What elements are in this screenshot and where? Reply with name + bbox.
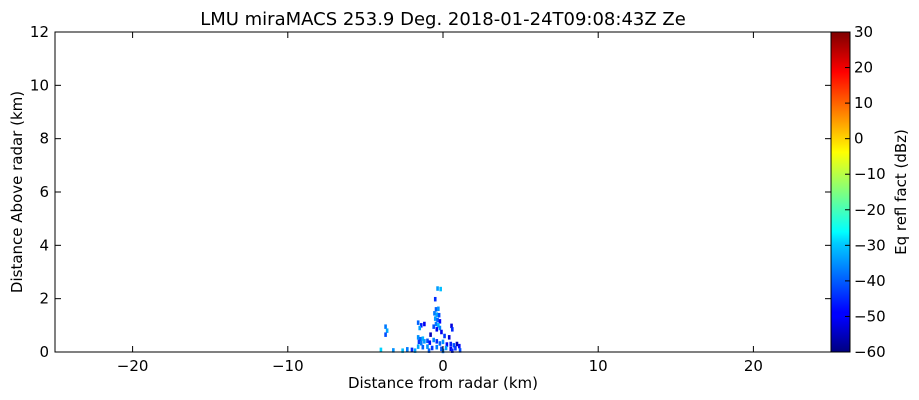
echo-cell	[440, 329, 443, 335]
echo-cell	[433, 311, 436, 316]
echo-cell	[434, 307, 438, 312]
echo-cell	[458, 348, 462, 353]
echo-cell	[384, 324, 387, 329]
echo-cell	[392, 348, 395, 353]
colorbar-tick-label: −30	[854, 236, 886, 254]
echo-cell	[454, 346, 457, 351]
echo-cell	[421, 344, 425, 350]
colorbar-tick-label: −50	[854, 307, 886, 325]
echo-cell	[455, 341, 459, 347]
echo-cell	[426, 344, 429, 349]
colorbar-label: Eq refl fact (dBz)	[892, 129, 910, 255]
echo-cell	[432, 324, 435, 329]
echo-cell	[419, 340, 423, 346]
y-tick-label: 12	[30, 23, 49, 41]
echo-cell	[438, 325, 442, 331]
echo-cell	[426, 338, 429, 344]
colorbar-tick-label: 20	[854, 59, 873, 77]
echo-cell	[432, 337, 435, 343]
echo-cell	[444, 345, 448, 351]
echo-cell	[436, 286, 439, 291]
echo-cell	[440, 346, 443, 352]
chart-title: LMU miraMACS 253.9 Deg. 2018-01-24T09:08…	[200, 9, 686, 30]
echo-cell	[443, 333, 446, 339]
echo-cell	[436, 317, 439, 323]
echo-cell	[451, 327, 454, 332]
echo-cell	[438, 341, 442, 346]
x-tick-label: 0	[438, 357, 448, 375]
x-axis: −20 −10 0 10 20	[117, 32, 763, 375]
y-tick-label: 0	[39, 343, 49, 361]
echo-cell	[423, 339, 426, 344]
echo-cell	[379, 347, 383, 353]
echo-cell	[421, 336, 425, 341]
echo-cell	[450, 323, 453, 329]
y-tick-label: 6	[39, 183, 49, 201]
x-axis-label: Distance from radar (km)	[348, 374, 538, 392]
echo-cell	[449, 341, 453, 347]
echo-cell	[435, 312, 439, 317]
y-axis: 0 2 4 6 8 10 12	[30, 23, 831, 361]
echo-cell	[427, 348, 431, 353]
echo-cell	[430, 345, 434, 351]
colorbar: 30 20 10 0 −10 −20 −30 −40 −50 −60 Eq refl fact (…	[830, 23, 910, 361]
echo-cell	[433, 316, 437, 321]
colorbar-ticks: 30 20 10 0 −10 −20 −30 −40 −50 −60	[845, 23, 886, 361]
echo-cell	[449, 346, 453, 352]
x-tick-label: 20	[744, 357, 763, 375]
colorbar-tick-label: −10	[854, 165, 886, 183]
echo-cell	[419, 323, 423, 328]
y-tick-label: 2	[39, 290, 49, 308]
plot-area	[54, 31, 832, 354]
colorbar-tick-label: 0	[854, 130, 864, 148]
echo-cell	[416, 344, 420, 349]
echo-cell	[419, 336, 422, 342]
echo-cell	[385, 328, 389, 333]
echo-cell	[433, 296, 437, 302]
echo-cell	[445, 342, 449, 347]
echo-cell	[418, 325, 422, 331]
colorbar-gradient	[830, 31, 851, 353]
echo-cell	[417, 339, 421, 345]
y-tick-label: 10	[30, 76, 49, 94]
x-tick-label: 10	[589, 357, 608, 375]
echo-cell	[457, 343, 461, 349]
colorbar-tick-label: 10	[854, 94, 873, 112]
x-tick-label: −10	[272, 357, 304, 375]
echo-cell	[434, 321, 438, 327]
echo-cell	[439, 286, 442, 292]
echo-cell	[429, 332, 432, 337]
echo-cell	[428, 340, 432, 345]
echo-cell	[437, 323, 440, 328]
plot-frame	[55, 32, 831, 352]
echo-cell	[410, 347, 414, 353]
echo-cell	[406, 347, 409, 352]
echo-cell	[451, 348, 454, 353]
echo-cell	[416, 335, 420, 340]
echo-layer	[379, 286, 462, 354]
y-tick-label: 8	[39, 130, 49, 148]
colorbar-tick-label: −20	[854, 201, 886, 219]
echo-cell	[413, 348, 417, 353]
colorbar-tick-label: −60	[854, 343, 886, 361]
echo-cell	[435, 344, 439, 350]
y-axis-label: Distance Above radar (km)	[8, 91, 26, 293]
echo-cell	[437, 306, 440, 312]
echo-cell	[438, 319, 442, 324]
echo-cell	[447, 335, 451, 340]
echo-cell	[423, 321, 426, 327]
echo-cell	[384, 332, 387, 337]
echo-cell	[401, 348, 404, 353]
echo-cell	[435, 339, 439, 344]
echo-cell	[437, 312, 441, 318]
y-tick-label: 4	[39, 236, 49, 254]
echo-cell	[441, 339, 445, 345]
echo-cell	[416, 320, 420, 325]
echo-cell	[435, 327, 439, 332]
x-tick-label: −20	[117, 357, 149, 375]
colorbar-tick-label: 30	[854, 23, 873, 41]
colorbar-tick-label: −40	[854, 272, 886, 290]
echo-cell	[452, 343, 456, 348]
